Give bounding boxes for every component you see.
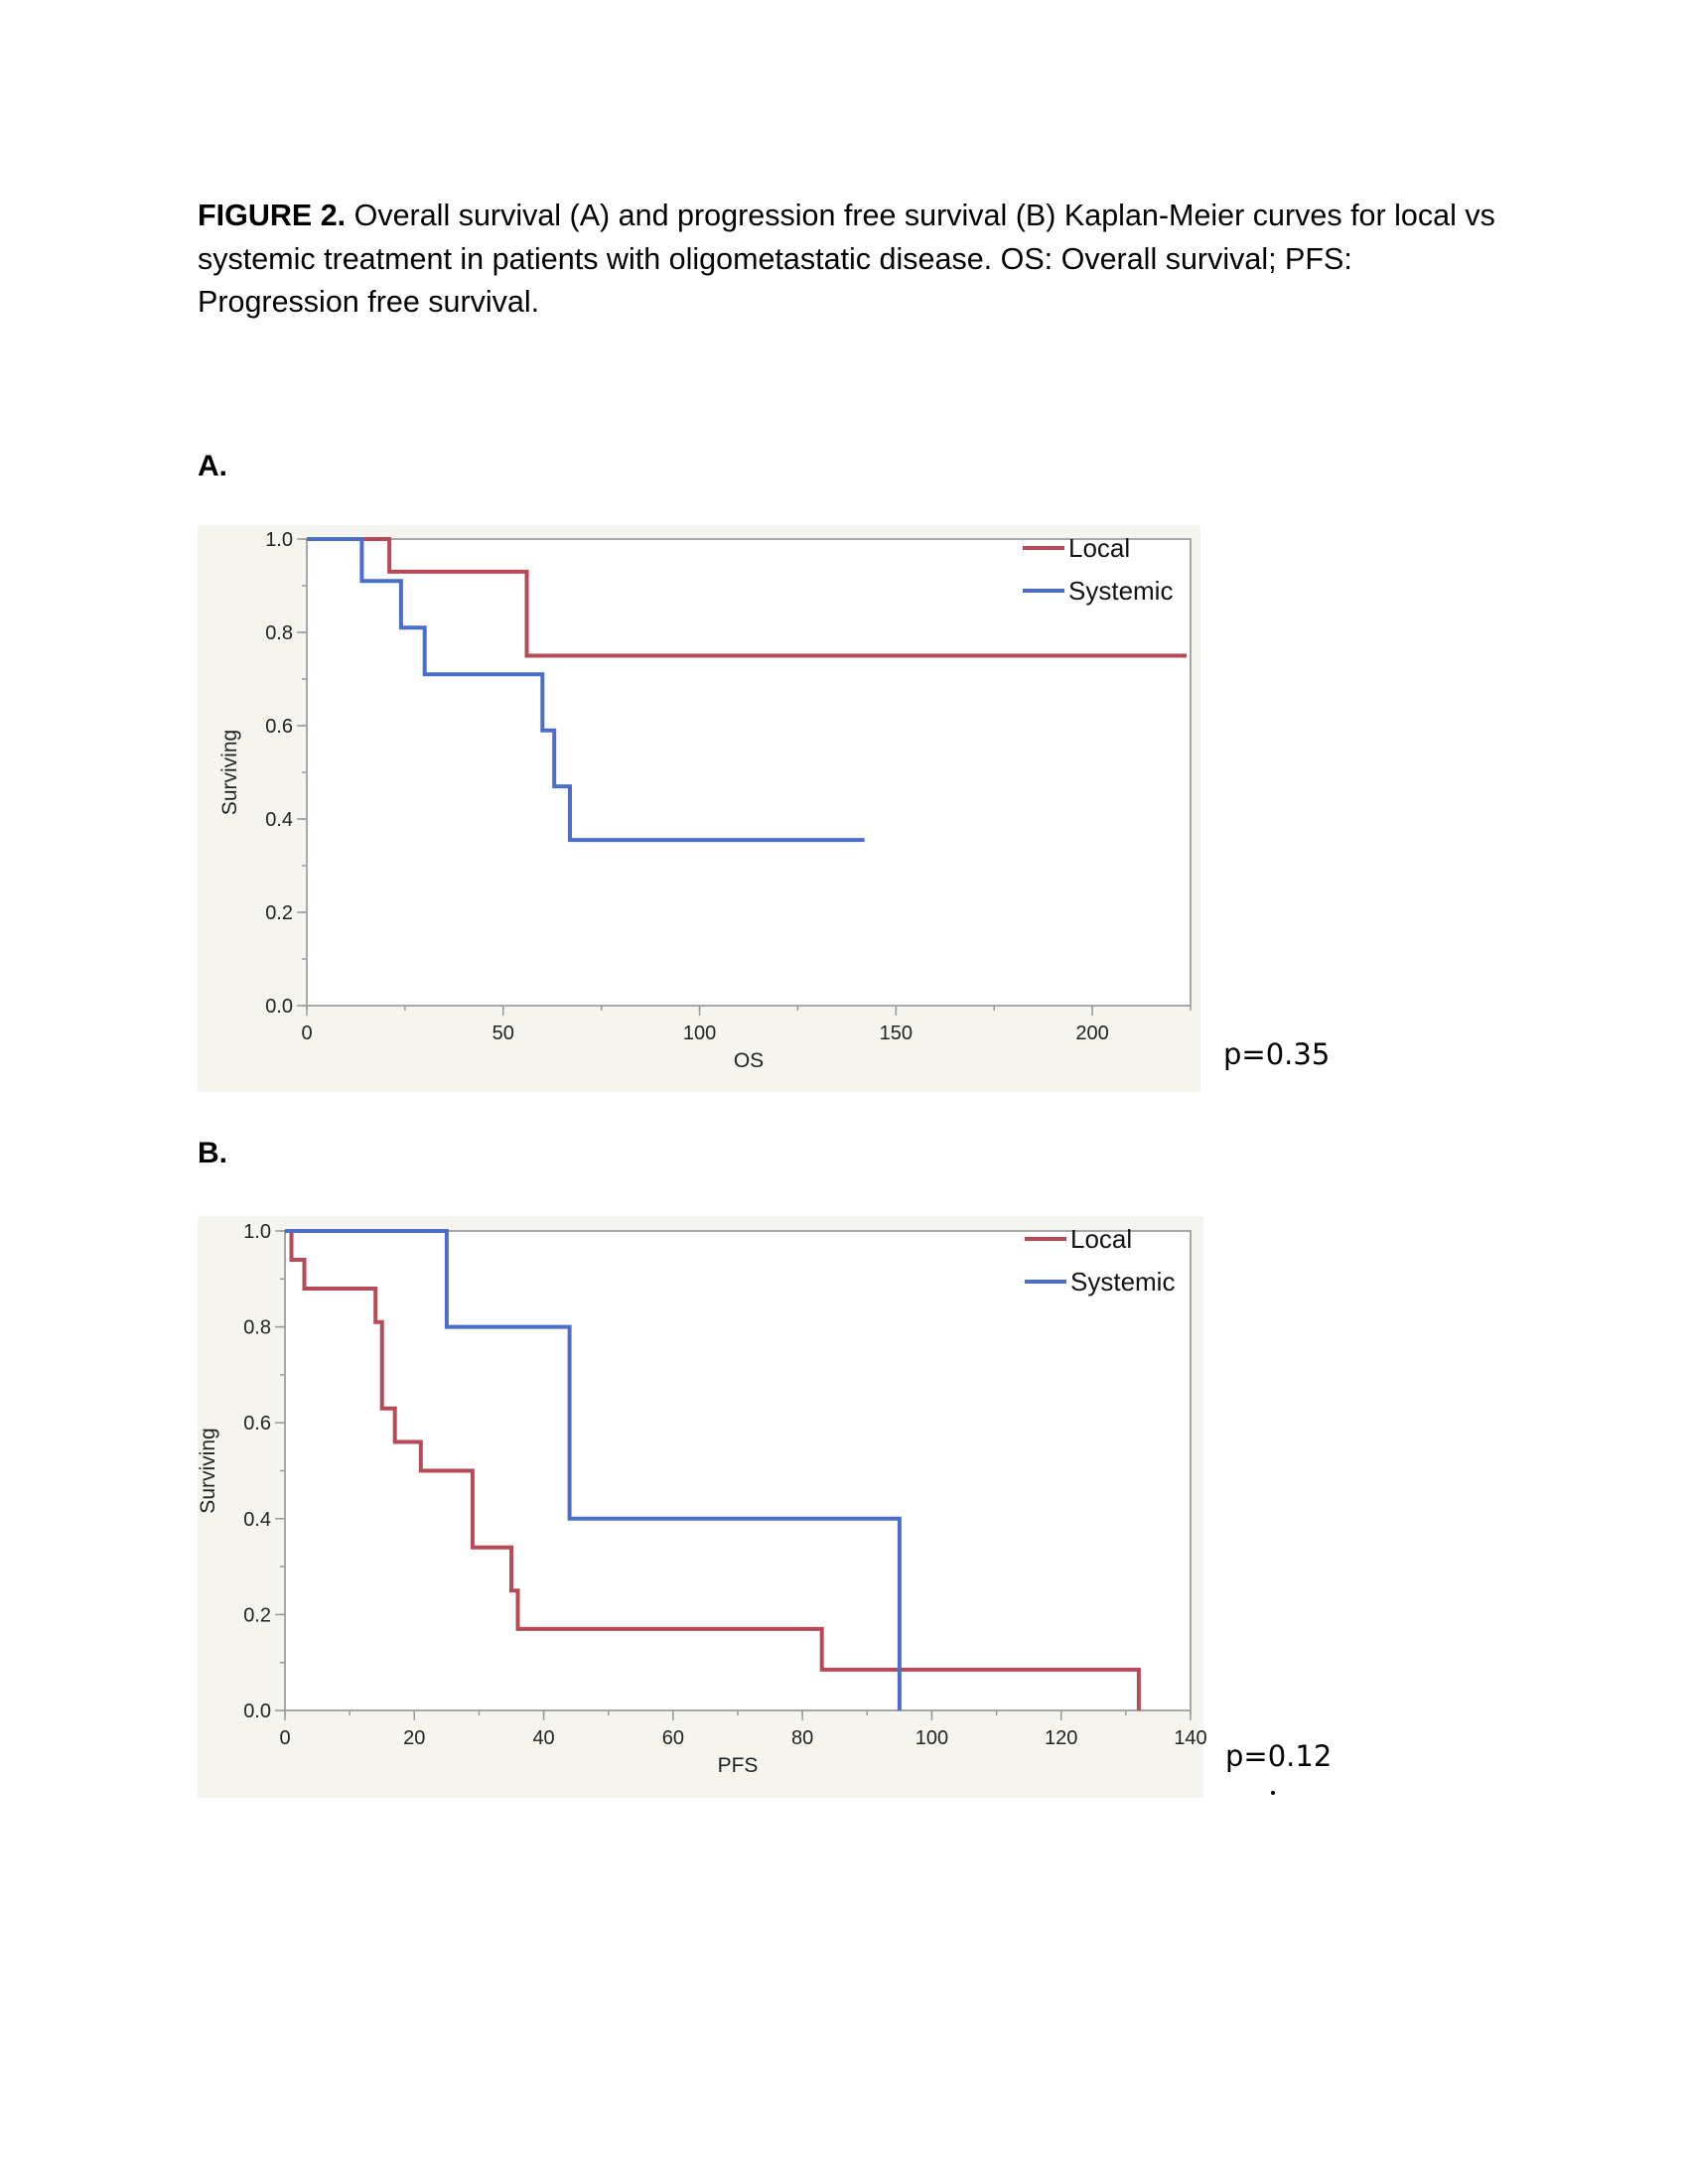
- chart-b-x-tick-label: 140: [1174, 1727, 1206, 1749]
- chart-a-y-tick-label: 1.0: [265, 529, 293, 551]
- chart-b-series-systemic: [285, 1229, 902, 1710]
- chart-b-x-tick-label: 100: [915, 1727, 948, 1749]
- chart-b-x-tick-label: 20: [403, 1727, 425, 1749]
- chart-a-series-systemic: [307, 537, 865, 843]
- chart-b-y-axis-label: Surviving: [197, 1428, 219, 1513]
- chart-b-svg: 0.0 0.2 0.4 0.6 0.8 1.0 0 20 40 60 80 100 120 140 PFS S…: [197, 1221, 1207, 1777]
- chart-a-x-tick-label: 50: [492, 1023, 514, 1044]
- chart-a-x-axis-label: OS: [734, 1049, 764, 1072]
- chart-b-x-tick-label: 120: [1045, 1727, 1077, 1749]
- chart-b-y-tick-label: 1.0: [243, 1221, 271, 1243]
- chart-b-x-tick-label: 80: [791, 1727, 813, 1749]
- chart-b: 0.0 0.2 0.4 0.6 0.8 1.0 0 20 40 60 80 100 120 140 PFS S…: [197, 1216, 1207, 1798]
- chart-a-x-tick-label: 100: [683, 1023, 716, 1044]
- chart-a-y-tick-label: 0.0: [265, 996, 293, 1018]
- panel-a-label: A.: [198, 450, 227, 482]
- chart-b-legend-label-systemic: Systemic: [1070, 1267, 1175, 1297]
- chart-a-svg: 0.0 0.2 0.4 0.6 0.8 1.0 0 50 100 150 200 OS Survivin…: [218, 529, 1192, 1072]
- chart-a-y-tick-label: 0.6: [265, 716, 293, 738]
- figure-caption: FIGURE 2. Overall survival (A) and progr…: [198, 195, 1508, 325]
- figure-caption-text: Overall survival (A) and progression fre…: [198, 199, 1495, 319]
- p-value-b: p=0.12: [1225, 1739, 1333, 1773]
- p-value-a: p=0.35: [1223, 1037, 1331, 1071]
- chart-b-x-tick-label: 60: [662, 1727, 684, 1749]
- chart-a: 0.0 0.2 0.4 0.6 0.8 1.0 0 50 100 150 200 OS Survivin…: [198, 525, 1200, 1092]
- chart-a-y-tick-label: 0.4: [265, 809, 293, 831]
- chart-a-series-local: [307, 537, 1187, 658]
- chart-a-plot-area: [306, 538, 1192, 1007]
- panel-b-label: B.: [198, 1137, 227, 1169]
- chart-b-x-axis-label: PFS: [718, 1754, 759, 1777]
- chart-b-x-tick-label: 40: [532, 1727, 554, 1749]
- chart-b-y-tick-label: 0.6: [243, 1413, 271, 1434]
- chart-a-y-tick-label: 0.8: [265, 622, 293, 644]
- chart-a-x-tick-label: 0: [301, 1023, 312, 1044]
- chart-a-x-tick-label: 200: [1075, 1023, 1108, 1044]
- chart-b-series-local: [285, 1229, 1141, 1710]
- chart-b-legend-label-local: Local: [1070, 1224, 1132, 1254]
- chart-b-y-tick-label: 0.4: [243, 1509, 271, 1531]
- stray-dot: [1271, 1791, 1275, 1795]
- chart-a-legend-label-local: Local: [1068, 533, 1130, 563]
- chart-b-y-tick-label: 0.8: [243, 1317, 271, 1339]
- chart-a-y-tick-label: 0.2: [265, 902, 293, 924]
- chart-b-y-tick-label: 0.2: [243, 1604, 271, 1626]
- chart-b-y-tick-label: 0.0: [243, 1701, 271, 1722]
- chart-a-y-axis-label: Surviving: [218, 730, 241, 815]
- chart-a-legend-label-systemic: Systemic: [1068, 576, 1173, 606]
- figure-label: FIGURE 2.: [198, 199, 347, 232]
- chart-a-x-tick-label: 150: [880, 1023, 913, 1044]
- chart-b-x-tick-label: 0: [279, 1727, 290, 1749]
